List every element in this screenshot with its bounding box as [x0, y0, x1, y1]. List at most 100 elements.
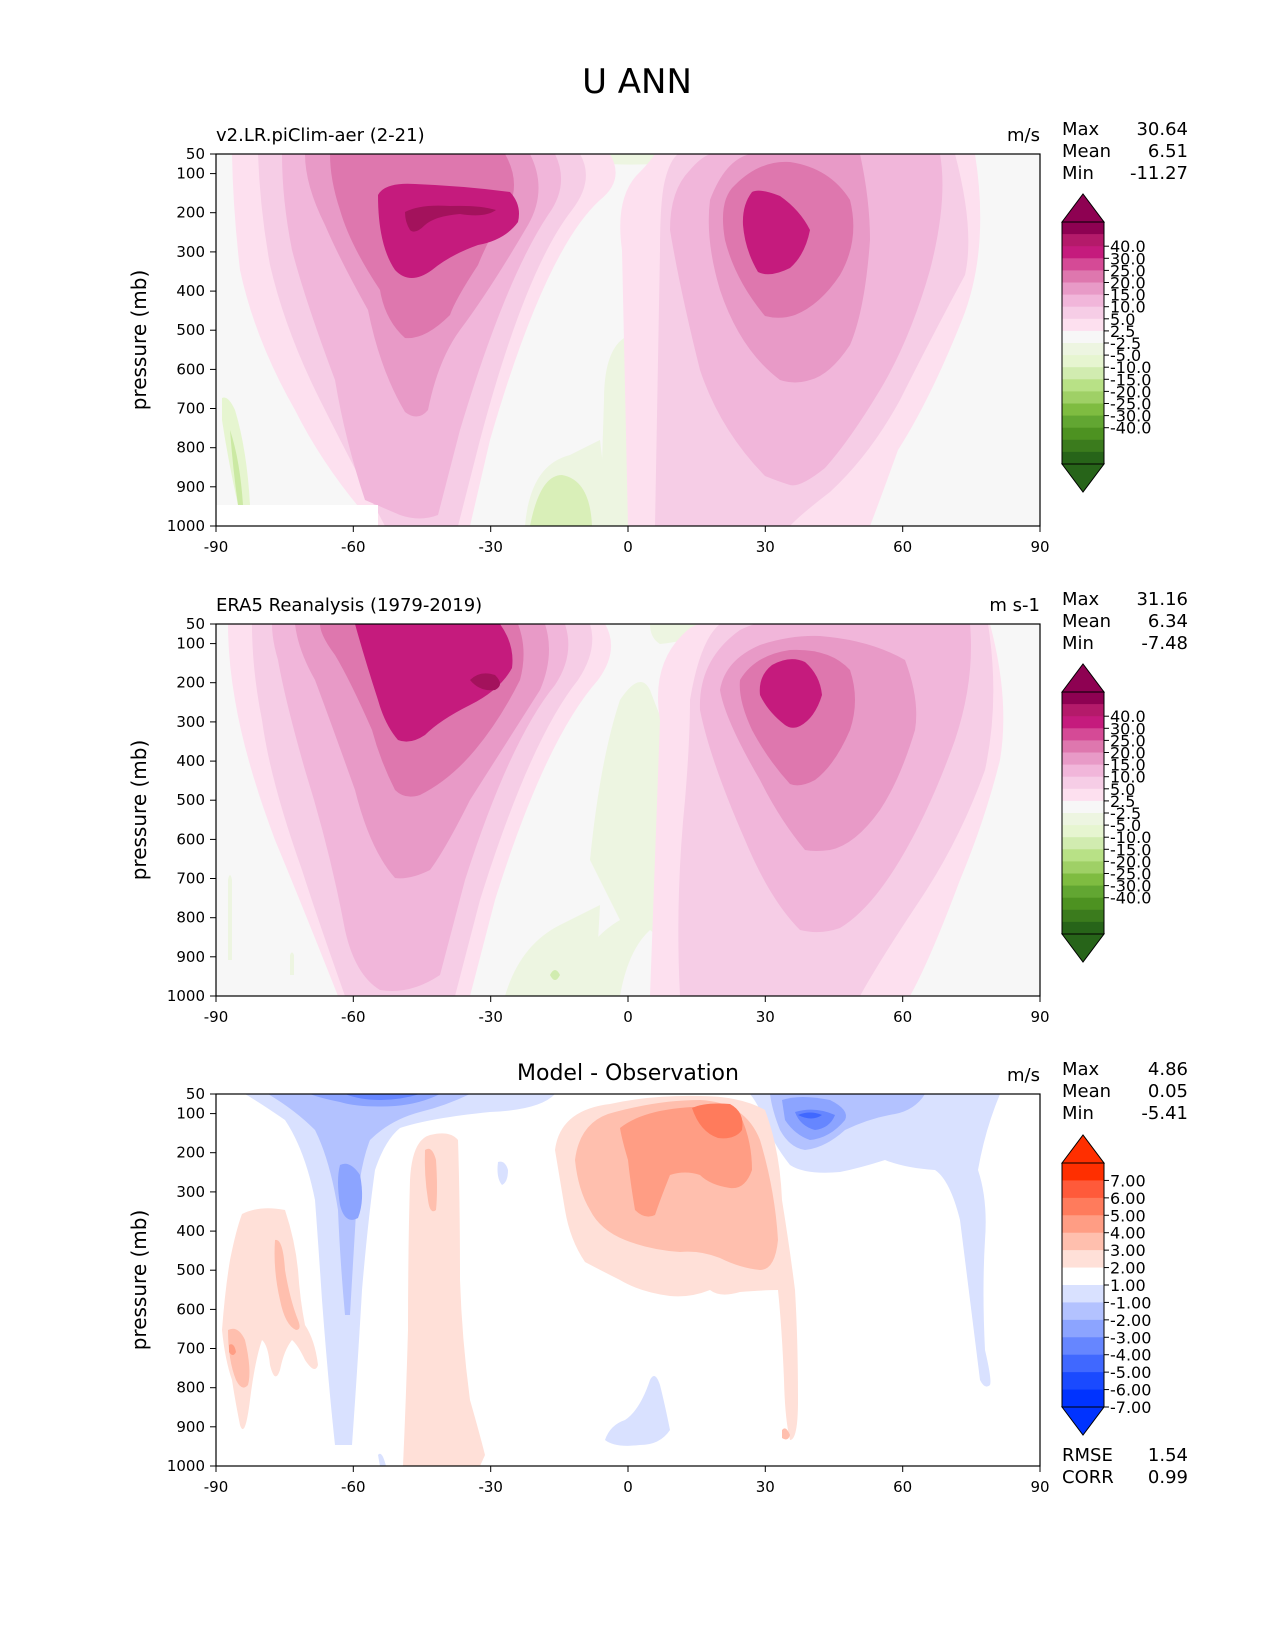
- stat-label: Max: [1062, 589, 1100, 610]
- y-tick-label: 300: [176, 1183, 205, 1201]
- x-tick-label: -90: [204, 538, 229, 556]
- colorbar-swatch: [1062, 415, 1104, 429]
- y-tick-label: 400: [176, 1222, 205, 1240]
- colorbar-swatch: [1062, 1250, 1104, 1269]
- x-tick-label: -60: [341, 1008, 366, 1026]
- colorbar-swatch: [1062, 752, 1104, 766]
- y-tick-label: 700: [176, 1340, 205, 1358]
- y-tick-label: 200: [176, 1144, 205, 1162]
- colorbar-tick-label: 25.0: [1110, 261, 1146, 280]
- colorbar-swatch: [1062, 330, 1104, 344]
- error-stats: RMSE 1.54 CORR 0.99: [1062, 1445, 1188, 1488]
- colorbar-swatch: [1062, 343, 1104, 356]
- stat-label: Mean: [1062, 1081, 1111, 1102]
- y-tick-label: 800: [176, 439, 205, 457]
- colorbar-tick-label: -15.0: [1110, 840, 1151, 859]
- stat-value: -5.41: [1141, 1103, 1188, 1124]
- y-tick-label: 600: [176, 830, 205, 848]
- y-tick-label: 200: [176, 204, 205, 222]
- colorbar-tick-label: 2.00: [1110, 1259, 1146, 1278]
- colorbar-swatch: [1062, 861, 1104, 874]
- colorbar-swatch: [1062, 1197, 1104, 1216]
- colorbar-swatch: [1062, 258, 1104, 271]
- colorbar-swatch: [1062, 306, 1104, 320]
- x-tick-label: -90: [204, 1478, 229, 1496]
- colorbar-swatch: [1062, 270, 1104, 283]
- colorbar-swatch: [1062, 1337, 1104, 1356]
- colorbar-tick-label: 2.5: [1110, 322, 1135, 341]
- stat-value: 0.99: [1148, 1467, 1188, 1488]
- colorbar-tick-label: -2.5: [1110, 804, 1141, 823]
- stat-value: 0.05: [1148, 1081, 1188, 1102]
- panel-difference: Model - Observation m/s: [127, 1059, 1188, 1496]
- y-tick-label: 50: [186, 615, 205, 633]
- colorbar-tick-label: 10.0: [1110, 768, 1146, 787]
- stat-label: Min: [1062, 1103, 1094, 1124]
- colorbar-swatch: [1062, 367, 1104, 380]
- colorbar-swatch: [1062, 1180, 1104, 1199]
- colorbar-swatch: [1062, 909, 1104, 923]
- colorbar-tick-label: -30.0: [1110, 877, 1151, 896]
- x-tick-label: 60: [893, 538, 912, 556]
- colorbar-tick-label: -25.0: [1110, 865, 1151, 884]
- colorbar-tick-label: 10.0: [1110, 298, 1146, 317]
- colorbar-tick-label: 20.0: [1110, 274, 1146, 293]
- colorbar-tick-label: 40.0: [1110, 237, 1146, 256]
- colorbar-tick-label: -20.0: [1110, 852, 1151, 871]
- y-tick-label: 1000: [167, 1457, 205, 1475]
- x-tick-label: 30: [756, 1478, 775, 1496]
- colorbar-tick-label: 5.0: [1110, 310, 1135, 329]
- contour-field: [216, 624, 1040, 996]
- colorbar-extend-max: [1061, 1134, 1105, 1164]
- y-tick-label: 100: [176, 1105, 205, 1123]
- colorbar-tick-label: -5.0: [1110, 816, 1141, 835]
- x-tick-label: -30: [478, 538, 503, 556]
- colorbar-swatch: [1062, 788, 1104, 802]
- colorbar-extend-min: [1061, 933, 1105, 963]
- y-tick-label: 200: [176, 674, 205, 692]
- x-axis-ticks: -90 -60 -30 0 30 60 90: [204, 1466, 1050, 1496]
- y-tick-label: 400: [176, 752, 205, 770]
- colorbar-swatch: [1062, 837, 1104, 850]
- x-tick-label: 60: [893, 1008, 912, 1026]
- colorbar-tick-label: -25.0: [1110, 395, 1151, 414]
- colorbar-swatch: [1062, 873, 1104, 887]
- y-axis-ticks: 50 100 200 300 400 500 600 700 800 900 1…: [167, 145, 216, 535]
- y-tick-label: 700: [176, 870, 205, 888]
- x-tick-label: -60: [341, 538, 366, 556]
- x-tick-label: -30: [478, 1478, 503, 1496]
- y-tick-label: 400: [176, 282, 205, 300]
- colorbar-swatch: [1062, 1163, 1104, 1181]
- colorbar-tick-label: -1.00: [1110, 1293, 1151, 1312]
- colorbar-swatch: [1062, 355, 1104, 368]
- colorbar-tick-label: -10.0: [1110, 828, 1151, 847]
- colorbar-swatch: [1062, 246, 1104, 259]
- y-tick-label: 900: [176, 1418, 205, 1436]
- figure-title: U ANN: [582, 62, 692, 102]
- colorbar-tick-label: -2.5: [1110, 334, 1141, 353]
- colorbar-extend-max: [1061, 193, 1105, 223]
- y-tick-label: 50: [186, 1085, 205, 1103]
- x-tick-label: 90: [1030, 1008, 1049, 1026]
- colorbar-swatch: [1062, 1232, 1104, 1251]
- colorbar-swatch: [1062, 1319, 1104, 1338]
- colorbar-tick-label: 15.0: [1110, 756, 1146, 775]
- x-tick-label: 0: [623, 1478, 633, 1496]
- y-tick-label: 900: [176, 948, 205, 966]
- stat-label: CORR: [1062, 1467, 1114, 1488]
- colorbar-tick-label: -2.00: [1110, 1311, 1151, 1330]
- y-tick-label: 100: [176, 635, 205, 653]
- colorbar: 40.030.025.020.015.010.05.02.5-2.5-5.0-1…: [1061, 193, 1151, 493]
- colorbar-swatch: [1062, 921, 1104, 935]
- y-tick-label: 100: [176, 165, 205, 183]
- stat-value: 6.51: [1148, 141, 1188, 162]
- stat-label: Min: [1062, 633, 1094, 654]
- colorbar-tick-label: -20.0: [1110, 382, 1151, 401]
- colorbar-swatch: [1062, 282, 1104, 296]
- stat-value: 30.64: [1136, 119, 1188, 140]
- y-tick-label: 600: [176, 1300, 205, 1318]
- colorbar-swatch: [1062, 379, 1104, 392]
- x-tick-label: 30: [756, 1008, 775, 1026]
- colorbar-swatch: [1062, 1354, 1104, 1373]
- colorbar-swatch: [1062, 427, 1104, 441]
